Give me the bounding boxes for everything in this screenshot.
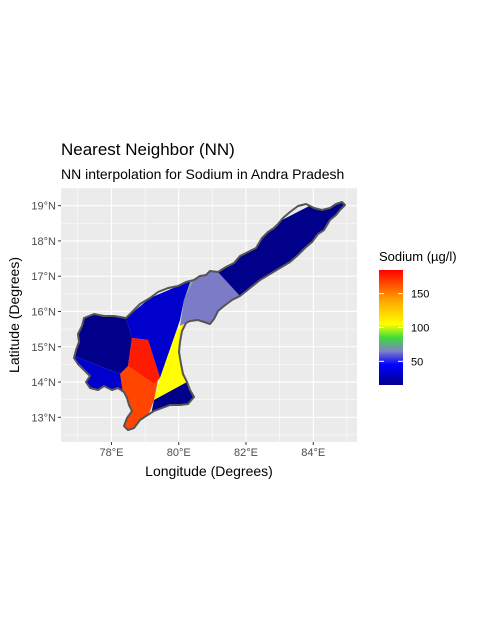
y-tick-label: 19°N <box>31 201 56 213</box>
state-outline <box>73 201 346 431</box>
x-tick-label: 80°E <box>167 447 191 459</box>
legend-tick-label: 50 <box>411 356 423 368</box>
y-tick-label: 18°N <box>31 236 56 248</box>
legend-tick-label: 100 <box>411 323 429 335</box>
x-tick-label: 84°E <box>301 447 325 459</box>
x-axis-ticks: 78°E 80°E 82°E 84°E <box>99 442 325 459</box>
zone-south-red <box>128 338 160 384</box>
x-axis-title: Longitude (Degrees) <box>145 463 273 479</box>
y-tick-label: 16°N <box>31 306 56 318</box>
legend-tick-label: 150 <box>411 289 429 301</box>
y-tick-label: 15°N <box>31 342 56 354</box>
y-tick-label: 14°N <box>31 377 56 389</box>
legend-title: Sodium (µg/l) <box>379 249 457 264</box>
y-axis-ticks: 13°N 14°N 15°N 16°N 17°N 18°N 19°N <box>31 201 61 424</box>
zone-south-orange <box>120 366 158 430</box>
plot-subtitle: NN interpolation for Sodium in Andra Pra… <box>61 166 345 182</box>
y-tick-label: 13°N <box>31 412 56 424</box>
y-tick-label: 17°N <box>31 271 56 283</box>
zone-center-north <box>126 280 194 378</box>
x-tick-label: 82°E <box>234 447 258 459</box>
zone-northwest <box>74 300 132 374</box>
y-axis-title: Latitude (Degrees) <box>6 257 22 373</box>
legend-ticks: 50 100 150 <box>379 289 429 368</box>
x-tick-label: 78°E <box>99 447 123 459</box>
plot-title: Nearest Neighbor (NN) <box>61 140 235 159</box>
zone-godavari-delta <box>180 272 240 326</box>
